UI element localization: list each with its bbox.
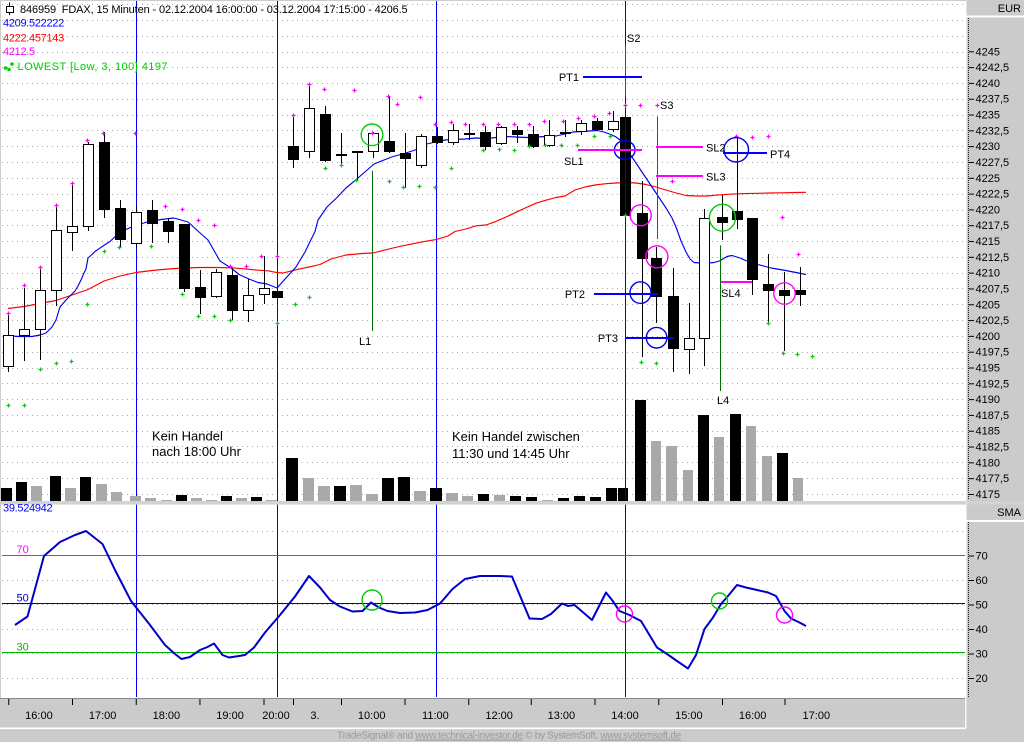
svg-text:L1: L1: [359, 336, 371, 348]
svg-text:11:30 und 14:45 Uhr: 11:30 und 14:45 Uhr: [452, 446, 570, 461]
svg-text:4222.457143: 4222.457143: [3, 33, 64, 45]
svg-text:TradeSignal® and www.technical: TradeSignal® and www.technical-investor.…: [337, 731, 681, 742]
svg-text:4217,5: 4217,5: [976, 220, 1010, 232]
svg-text:4237,5: 4237,5: [976, 94, 1010, 106]
svg-text:50: 50: [17, 593, 29, 605]
svg-text:Kein Handel zwischen: Kein Handel zwischen: [452, 429, 580, 444]
svg-text:4185: 4185: [976, 426, 1000, 438]
svg-text:11:00: 11:00: [422, 710, 449, 722]
svg-text:16:00: 16:00: [25, 710, 53, 722]
svg-text:12:00: 12:00: [485, 710, 513, 722]
svg-text:10:00: 10:00: [358, 710, 386, 722]
svg-text:60: 60: [976, 575, 988, 587]
svg-text:4192,5: 4192,5: [976, 378, 1010, 390]
svg-text:4235: 4235: [976, 110, 1000, 122]
svg-text:4205: 4205: [976, 299, 1000, 311]
svg-text:4240: 4240: [976, 78, 1000, 90]
svg-text:4190: 4190: [976, 394, 1000, 406]
svg-text:PT4: PT4: [770, 149, 790, 161]
svg-text:70: 70: [17, 544, 29, 556]
svg-text:4232,5: 4232,5: [976, 125, 1010, 137]
svg-text:4197,5: 4197,5: [976, 347, 1010, 359]
svg-text:PT1: PT1: [559, 72, 579, 84]
svg-text:30: 30: [17, 642, 29, 654]
svg-text:SL2: SL2: [706, 143, 726, 155]
svg-text:4215: 4215: [976, 236, 1000, 248]
svg-text:4212.5: 4212.5: [3, 46, 35, 58]
svg-text:13:00: 13:00: [548, 710, 576, 722]
svg-text:4227,5: 4227,5: [976, 157, 1010, 169]
svg-text:4210: 4210: [976, 268, 1000, 280]
svg-text:4245: 4245: [976, 46, 1000, 58]
svg-text:20:00: 20:00: [262, 710, 290, 722]
svg-text:30: 30: [976, 649, 988, 661]
svg-text:70: 70: [976, 551, 988, 563]
svg-text:3.: 3.: [310, 710, 319, 722]
svg-text:40: 40: [976, 624, 988, 636]
svg-text:4177,5: 4177,5: [976, 473, 1010, 485]
svg-text:4195: 4195: [976, 363, 1000, 375]
svg-text:SL3: SL3: [706, 172, 726, 184]
svg-text:16:00: 16:00: [739, 710, 767, 722]
svg-text:Kein Handel: Kein Handel: [152, 429, 223, 444]
svg-text:4200: 4200: [976, 331, 1000, 343]
svg-text:4175: 4175: [976, 489, 1000, 501]
svg-text:SL1: SL1: [564, 156, 584, 168]
svg-text:846959 FDAX, 15 Minuten - 02.: 846959 FDAX, 15 Minuten - 02.12.2004 16:…: [20, 4, 408, 16]
svg-text:4182,5: 4182,5: [976, 442, 1010, 454]
svg-text:EUR: EUR: [998, 3, 1021, 15]
svg-text:4212,5: 4212,5: [976, 252, 1010, 264]
svg-text:L4: L4: [717, 395, 729, 407]
svg-text:14:00: 14:00: [611, 710, 639, 722]
svg-text:18:00: 18:00: [153, 710, 181, 722]
svg-text:50: 50: [976, 600, 988, 612]
svg-text:LOWEST [Low, 3, 100] 4197: LOWEST [Low, 3, 100] 4197: [18, 61, 168, 73]
svg-text:17:00: 17:00: [803, 710, 831, 722]
svg-text:4207,5: 4207,5: [976, 283, 1010, 295]
svg-text:4209.522222: 4209.522222: [3, 18, 64, 30]
svg-text:SL4: SL4: [721, 288, 741, 300]
svg-text:4225: 4225: [976, 173, 1000, 185]
svg-text:SMA: SMA: [997, 507, 1022, 519]
svg-text:nach 18:00 Uhr: nach 18:00 Uhr: [152, 444, 242, 459]
svg-text:4222,5: 4222,5: [976, 189, 1010, 201]
svg-text:S3: S3: [660, 100, 673, 112]
svg-text:4180: 4180: [976, 457, 1000, 469]
svg-text:4230: 4230: [976, 141, 1000, 153]
svg-text:S2: S2: [627, 33, 640, 45]
svg-text:4202,5: 4202,5: [976, 315, 1010, 327]
svg-text:15:00: 15:00: [675, 710, 703, 722]
svg-text:4242,5: 4242,5: [976, 62, 1010, 74]
svg-text:17:00: 17:00: [89, 710, 117, 722]
svg-text:PT2: PT2: [565, 289, 585, 301]
svg-text:19:00: 19:00: [216, 710, 244, 722]
svg-text:20: 20: [976, 673, 988, 685]
svg-text:39.524942: 39.524942: [3, 503, 52, 515]
svg-text:4187,5: 4187,5: [976, 410, 1010, 422]
svg-text:PT3: PT3: [598, 333, 618, 345]
svg-text:4220: 4220: [976, 204, 1000, 216]
